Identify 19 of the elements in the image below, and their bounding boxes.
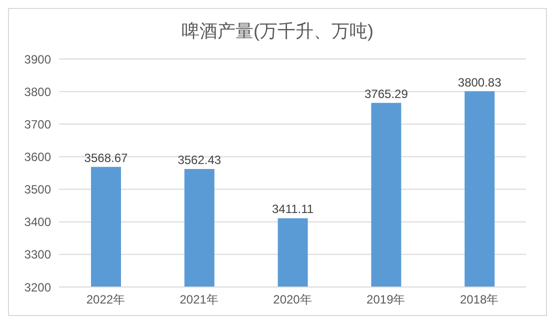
y-tick-label: 3800 (24, 84, 52, 99)
data-label: 3411.11 (272, 202, 314, 216)
y-tick-label: 3300 (24, 248, 52, 262)
x-tick-label: 2018年 (460, 292, 499, 307)
y-tick-label: 3900 (24, 52, 52, 66)
data-label: 3800.83 (458, 75, 502, 90)
x-tick-label: 2019年 (366, 292, 406, 307)
x-tick-label: 2022年 (86, 292, 126, 307)
y-tick-label: 3700 (24, 117, 52, 132)
y-tick-label: 3600 (24, 150, 52, 164)
y-tick-label: 3200 (24, 280, 52, 294)
y-tick-label: 3400 (24, 215, 52, 230)
data-label: 3765.29 (364, 86, 408, 101)
x-tick-label: 2021年 (180, 292, 218, 307)
y-tick-label: 3500 (24, 182, 52, 197)
data-label: 3568.67 (84, 150, 128, 165)
x-tick-label: 2020年 (273, 292, 312, 307)
data-label: 3562.43 (178, 152, 222, 167)
chart-title: 啤酒产量(万千升、万吨) (180, 20, 374, 43)
